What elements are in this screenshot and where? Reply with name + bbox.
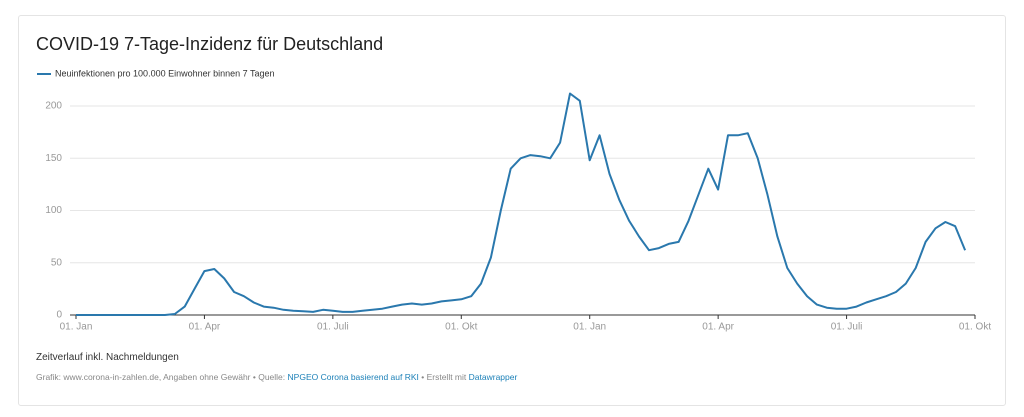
x-tick-label: 01. Okt (959, 322, 991, 333)
x-tick-label: 01. Juli (831, 322, 863, 333)
source-prefix: Grafik: www.corona-in-zahlen.de, Angaben… (36, 372, 286, 382)
y-tick-label: 0 (56, 310, 62, 321)
x-tick-label: 01. Apr (189, 322, 221, 333)
y-tick-label: 150 (45, 153, 62, 164)
chart-frame (18, 15, 1006, 406)
tool-link[interactable]: Datawrapper (468, 372, 518, 382)
source-middle: • Erstellt mit (421, 372, 467, 382)
line (76, 92, 967, 316)
y-tick-label: 100 (45, 205, 62, 216)
note: Zeitverlauf inkl. Nachmeldungen (36, 352, 179, 363)
source-link[interactable]: NPGEO Corona basierend auf RKI (287, 372, 419, 382)
x-tick-label: 01. Jan (573, 322, 606, 333)
y-tick-label: 50 (51, 257, 63, 268)
x-tick-label: 01. Juli (317, 322, 349, 333)
x-tick-label: 01. Okt (445, 322, 477, 333)
source: Grafik: www.corona-in-zahlen.de, Angaben… (36, 372, 517, 382)
x-tick-label: 01. Jan (60, 322, 93, 333)
chart-title: COVID-19 7-Tage-Inzidenz für Deutschland (36, 34, 383, 54)
legend-label: Neuinfektionen pro 100.000 Einwohner bin… (55, 68, 275, 78)
y-tick-label: 200 (45, 101, 62, 112)
x-tick-label: 01. Apr (702, 322, 734, 333)
